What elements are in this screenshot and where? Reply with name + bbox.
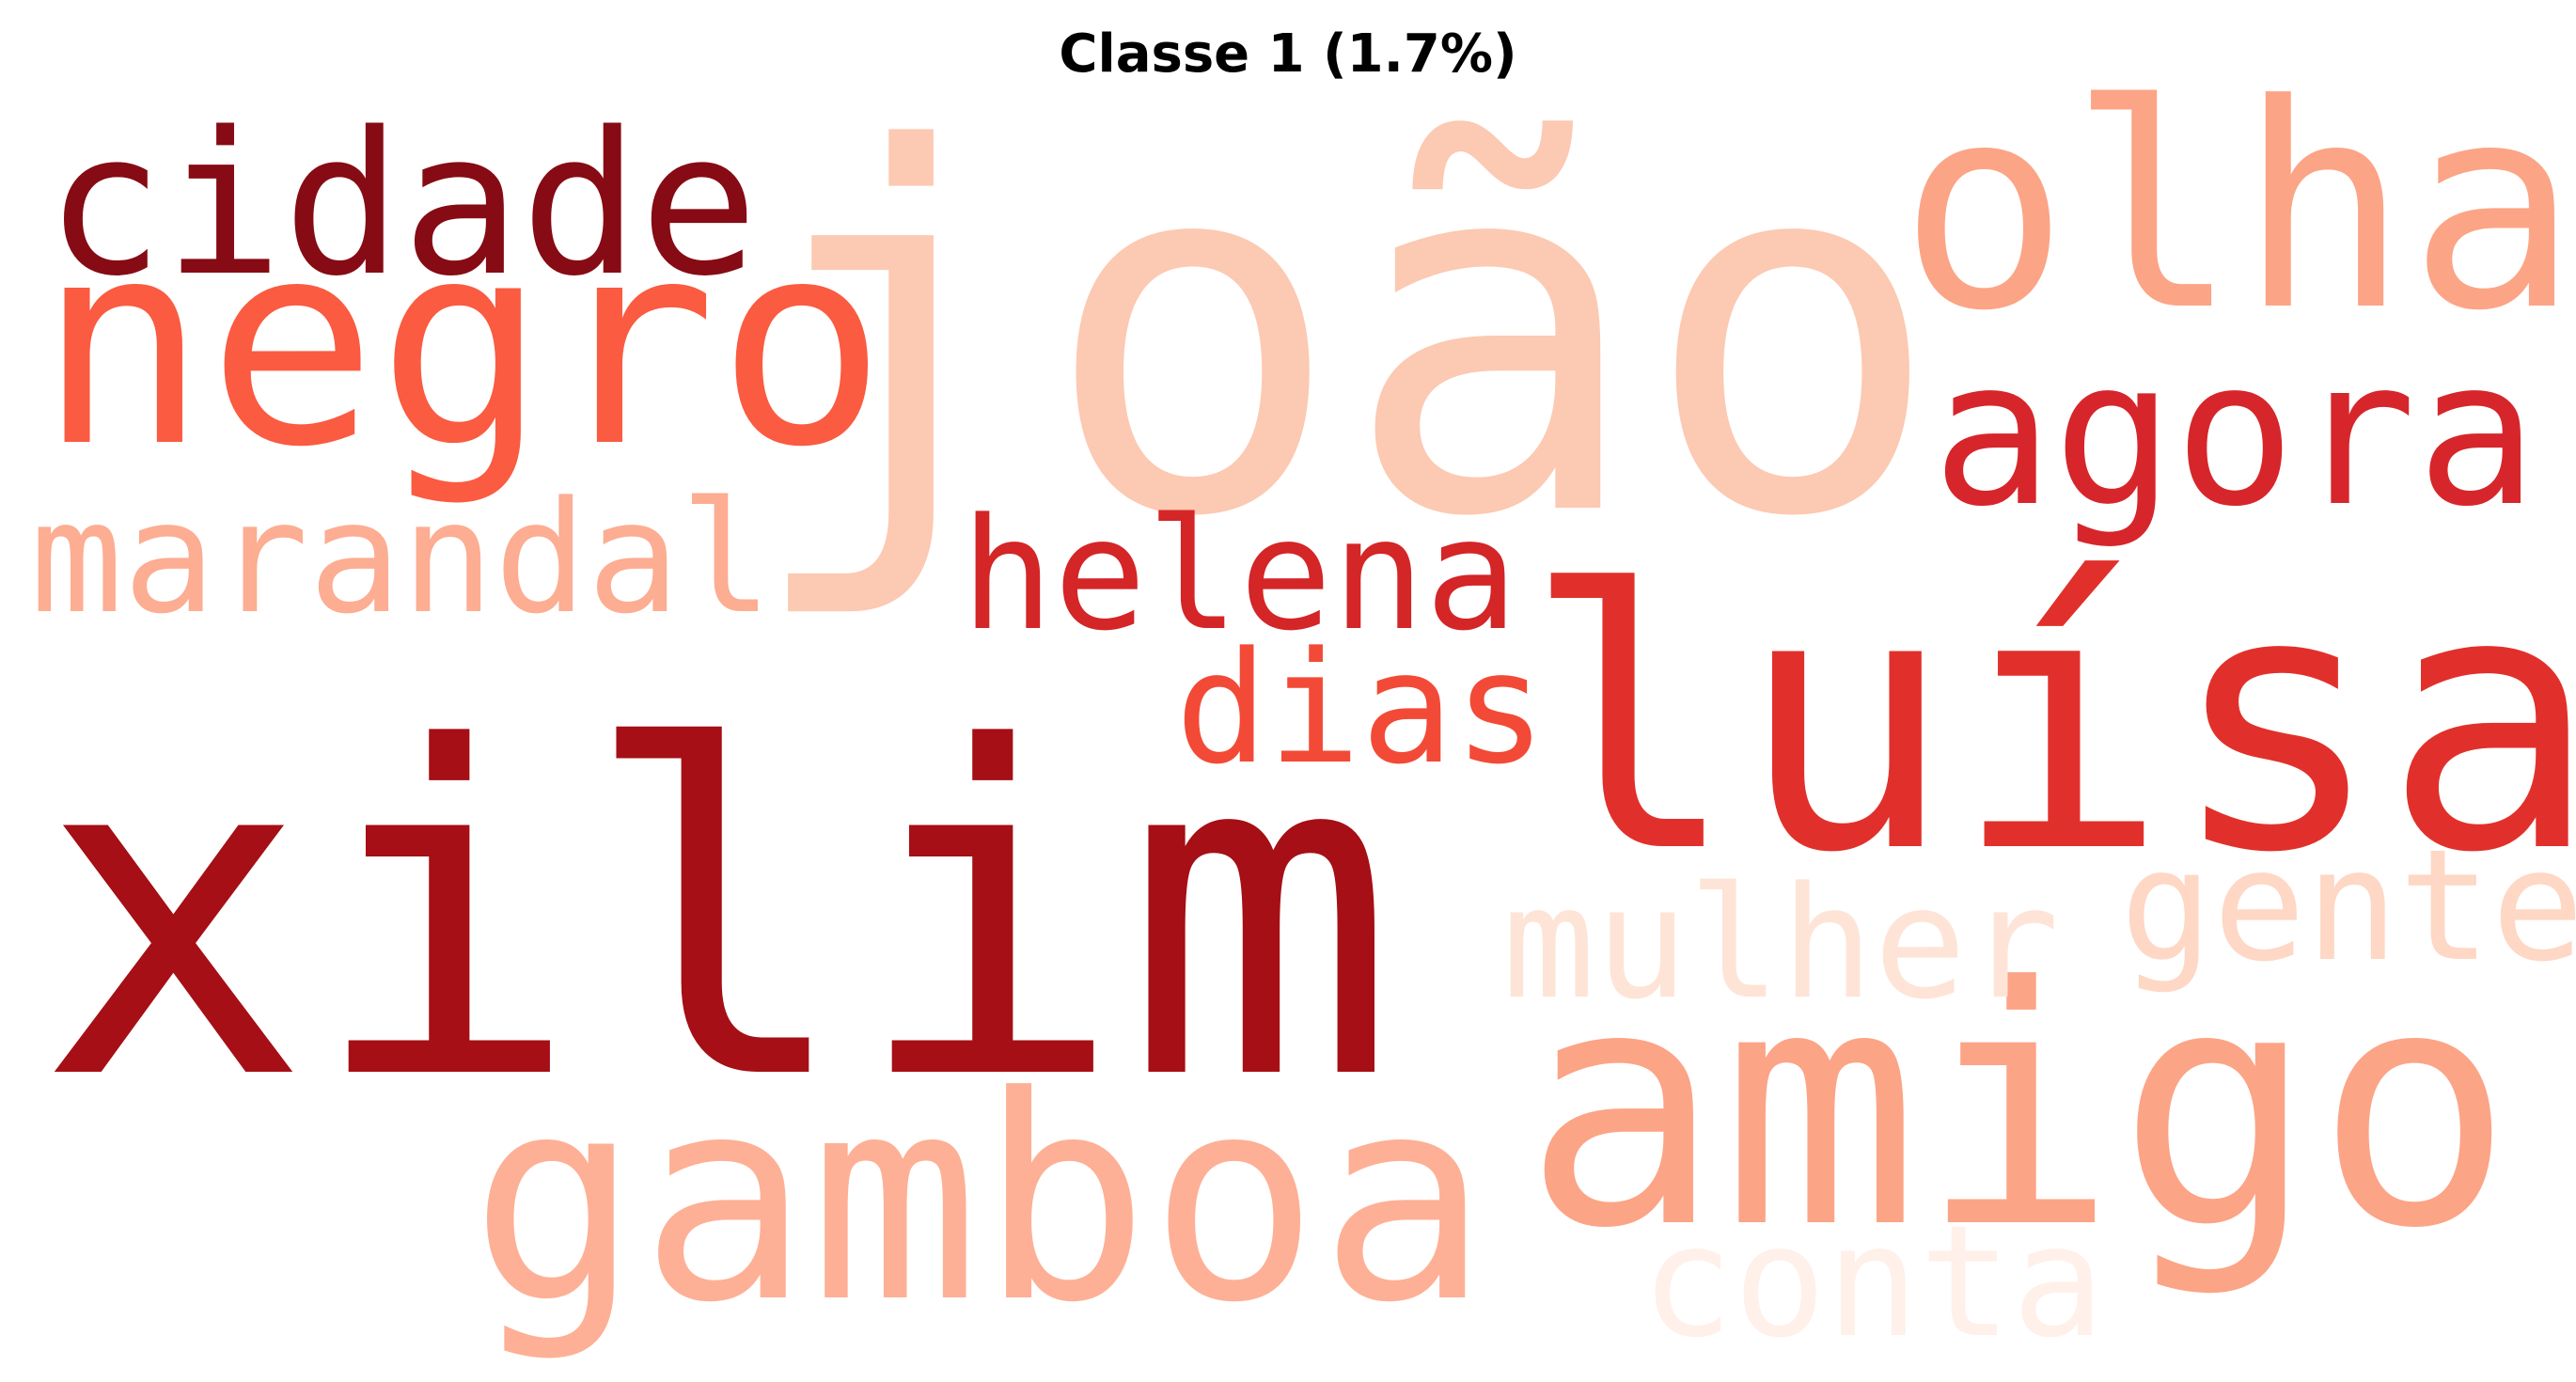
word-gente: gente [2120, 816, 2576, 996]
word-luisa: luísa [1523, 514, 2576, 931]
word-mulher: mulher [1502, 854, 2059, 1033]
word-marandal: marandal [30, 468, 773, 648]
word-amigo: amigo [1523, 917, 2514, 1300]
word-dias: dias [1175, 619, 1547, 798]
figure-title: Classe 1 (1.7%) [1059, 24, 1517, 85]
word-agora: agora [1932, 317, 2537, 551]
word-olha: olha [1899, 44, 2576, 372]
word-conta: conta [1641, 1192, 2105, 1372]
word-negro: negro [38, 181, 887, 509]
word-cidade: cidade [45, 89, 759, 320]
word-xilim: xilim [38, 653, 1396, 1179]
word-gamboa: gamboa [470, 1036, 1489, 1364]
word-joao: joão [743, 45, 1942, 625]
word-helena: helena [961, 485, 1517, 665]
